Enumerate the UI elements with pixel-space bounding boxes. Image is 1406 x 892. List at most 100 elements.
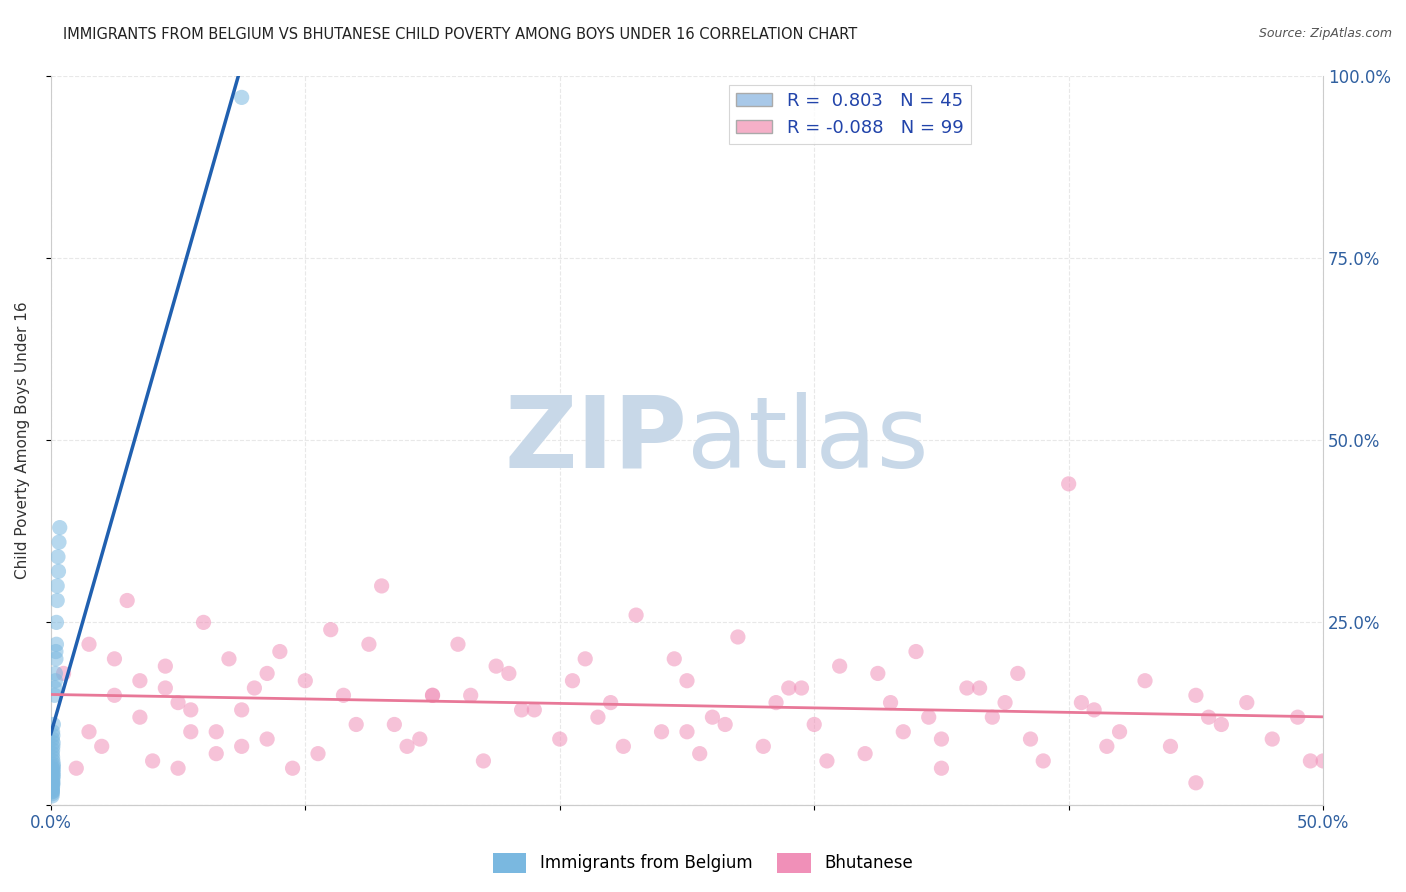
Point — [42, 757, 65, 772]
Point — [46, 549, 69, 564]
Text: atlas: atlas — [688, 392, 928, 489]
Point — [231, 703, 253, 717]
Point — [1312, 754, 1334, 768]
Point — [205, 747, 228, 761]
Point — [48, 520, 70, 534]
Point — [370, 579, 392, 593]
Point — [42, 739, 65, 754]
Point — [155, 659, 177, 673]
Point — [523, 703, 546, 717]
Point — [1286, 710, 1309, 724]
Point — [44, 681, 66, 695]
Point — [510, 703, 533, 717]
Point — [42, 767, 65, 781]
Point — [41, 732, 63, 747]
Point — [269, 644, 291, 658]
Point — [155, 681, 177, 695]
Point — [45, 637, 67, 651]
Point — [382, 717, 405, 731]
Point — [447, 637, 470, 651]
Point — [45, 652, 67, 666]
Point — [44, 688, 66, 702]
Point — [256, 732, 278, 747]
Point — [676, 673, 699, 688]
Point — [45, 615, 67, 630]
Point — [307, 747, 329, 761]
Point — [294, 673, 316, 688]
Point — [752, 739, 775, 754]
Point — [344, 717, 367, 731]
Point — [231, 90, 253, 104]
Point — [1211, 717, 1233, 731]
Point — [624, 608, 647, 623]
Point — [41, 774, 63, 789]
Point — [48, 535, 70, 549]
Point — [1108, 724, 1130, 739]
Point — [45, 644, 67, 658]
Point — [472, 754, 495, 768]
Point — [485, 659, 508, 673]
Point — [765, 696, 787, 710]
Point — [689, 747, 711, 761]
Point — [41, 781, 63, 796]
Point — [218, 652, 240, 666]
Point — [1007, 666, 1029, 681]
Point — [853, 747, 876, 761]
Point — [1083, 703, 1105, 717]
Point — [498, 666, 520, 681]
Point — [205, 724, 228, 739]
Point — [167, 761, 190, 775]
Point — [256, 666, 278, 681]
Point — [357, 637, 380, 651]
Point — [42, 768, 65, 782]
Point — [243, 681, 266, 695]
Point — [41, 747, 63, 761]
Point — [42, 770, 65, 784]
Point — [790, 681, 813, 695]
Point — [778, 681, 800, 695]
Point — [42, 763, 65, 777]
Y-axis label: Child Poverty Among Boys Under 16: Child Poverty Among Boys Under 16 — [15, 301, 30, 579]
Point — [422, 688, 444, 702]
Point — [193, 615, 215, 630]
Point — [103, 688, 125, 702]
Text: Source: ZipAtlas.com: Source: ZipAtlas.com — [1258, 27, 1392, 40]
Point — [664, 652, 686, 666]
Point — [676, 724, 699, 739]
Point — [46, 579, 69, 593]
Legend: Immigrants from Belgium, Bhutanese: Immigrants from Belgium, Bhutanese — [486, 847, 920, 880]
Point — [103, 652, 125, 666]
Point — [574, 652, 596, 666]
Point — [1299, 754, 1322, 768]
Point — [548, 732, 571, 747]
Point — [231, 739, 253, 754]
Point — [41, 787, 63, 801]
Point — [44, 673, 66, 688]
Point — [1019, 732, 1042, 747]
Point — [409, 732, 432, 747]
Point — [866, 666, 889, 681]
Point — [41, 761, 63, 775]
Point — [77, 724, 100, 739]
Point — [1185, 688, 1208, 702]
Point — [319, 623, 342, 637]
Point — [42, 754, 65, 768]
Point — [561, 673, 583, 688]
Point — [714, 717, 737, 731]
Point — [41, 777, 63, 791]
Point — [41, 784, 63, 798]
Point — [727, 630, 749, 644]
Point — [77, 637, 100, 651]
Point — [904, 644, 927, 658]
Point — [41, 724, 63, 739]
Point — [281, 761, 304, 775]
Point — [981, 710, 1004, 724]
Point — [42, 764, 65, 779]
Point — [803, 717, 825, 731]
Point — [918, 710, 941, 724]
Point — [1261, 732, 1284, 747]
Point — [1133, 673, 1156, 688]
Point — [167, 696, 190, 710]
Point — [41, 784, 63, 798]
Point — [180, 703, 202, 717]
